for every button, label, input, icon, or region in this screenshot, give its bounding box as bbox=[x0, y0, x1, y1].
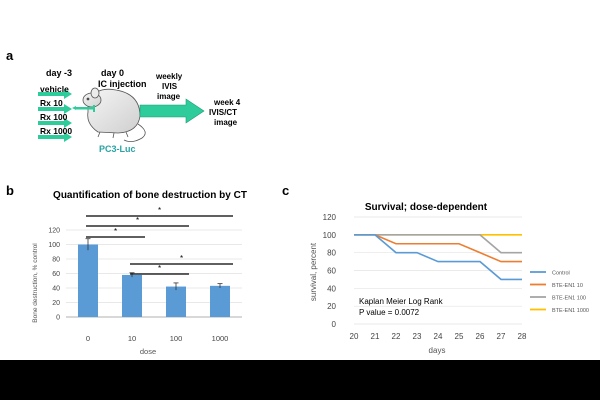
bar-chart-bars bbox=[78, 238, 230, 317]
bar-chart-y-label: Bone destruction, % control bbox=[32, 243, 39, 323]
line-chart-y-tick: 0 bbox=[332, 320, 337, 329]
bar-chart-y-tick: 0 bbox=[56, 315, 60, 322]
significance-star: * bbox=[180, 254, 183, 263]
week4-label-3: image bbox=[214, 118, 238, 127]
legend-label: BTE-EN1 1000 bbox=[552, 308, 589, 314]
panel-a-letter: a bbox=[6, 48, 14, 63]
week4-label-2: IVIS/CT bbox=[209, 108, 237, 117]
line-chart-x-tick: 26 bbox=[476, 332, 485, 341]
line-chart-x-tick: 22 bbox=[392, 332, 401, 341]
figure-canvas: a day -3 day 0 IC injection vehicle Rx 1… bbox=[6, 48, 589, 356]
series-line-control bbox=[354, 234, 522, 281]
line-chart-annotation-1: Kaplan Meier Log Rank bbox=[359, 297, 444, 306]
line-chart-x-tick: 25 bbox=[455, 332, 464, 341]
panel-c: c Survival; dose-dependent 0 20 40 60 80 100 1… bbox=[282, 183, 589, 355]
bar-chart-x-tick: 10 bbox=[128, 334, 136, 343]
line-chart-x-tick: 28 bbox=[518, 332, 527, 341]
bar-chart-y-tick: 40 bbox=[52, 286, 60, 293]
bar-chart-y-tick: 20 bbox=[52, 300, 60, 307]
bar-chart-y-tick: 120 bbox=[48, 228, 60, 235]
bar-chart-y-tick: 80 bbox=[52, 257, 60, 264]
group-arrow-vehicle bbox=[38, 89, 72, 99]
line-chart-x-label: days bbox=[429, 346, 446, 355]
panel-b-letter: b bbox=[6, 183, 14, 198]
bar-0 bbox=[78, 244, 98, 317]
group-arrow-rx1000 bbox=[38, 132, 72, 142]
line-chart-y-label: survival, percent bbox=[309, 242, 318, 301]
legend-label: BTE-EN1 10 bbox=[552, 283, 583, 289]
line-chart-x-tick: 20 bbox=[350, 332, 359, 341]
group-arrow-rx100 bbox=[38, 118, 72, 128]
line-chart-series bbox=[354, 234, 522, 281]
timeline-arrow bbox=[139, 98, 205, 124]
group-label-rx100: Rx 100 bbox=[40, 112, 68, 122]
bar-chart-x-tick: 1000 bbox=[212, 334, 229, 343]
line-chart-x-ticks: 20 21 22 23 24 25 26 27 28 bbox=[350, 332, 527, 341]
ic-injection-label: IC injection bbox=[98, 79, 147, 89]
week4-label-1: week 4 bbox=[213, 98, 241, 107]
significance-star: * bbox=[158, 206, 161, 215]
legend-label: Control bbox=[552, 271, 570, 277]
bar-chart-x-label: dose bbox=[140, 347, 156, 356]
bar-chart-y-tick: 60 bbox=[52, 271, 60, 278]
line-chart-x-tick: 21 bbox=[371, 332, 380, 341]
significance-star: * bbox=[136, 216, 139, 225]
panel-c-letter: c bbox=[282, 183, 289, 198]
weekly-label-3: image bbox=[157, 92, 181, 101]
group-label-vehicle: vehicle bbox=[40, 84, 69, 94]
series-line-bte-en1-10 bbox=[354, 234, 522, 263]
line-chart-y-tick: 40 bbox=[327, 284, 336, 293]
day-minus3-label: day -3 bbox=[46, 68, 72, 78]
panel-b: b Quantification of bone destruction by … bbox=[6, 183, 247, 356]
bar-100 bbox=[166, 286, 186, 317]
bar-chart-x-tick: 100 bbox=[170, 334, 183, 343]
significance-star: * bbox=[114, 227, 117, 236]
panel-a: a day -3 day 0 IC injection vehicle Rx 1… bbox=[6, 48, 241, 154]
line-chart-y-tick: 100 bbox=[323, 231, 337, 240]
syringe-icon bbox=[72, 105, 95, 112]
group-label-rx1000: Rx 1000 bbox=[40, 126, 72, 136]
line-chart-x-tick: 23 bbox=[413, 332, 422, 341]
mouse-illustration bbox=[82, 87, 146, 142]
series-line-bte-en1-100 bbox=[354, 234, 522, 254]
legend-label: BTE-EN1 100 bbox=[552, 296, 586, 302]
bar-10 bbox=[122, 274, 142, 317]
bar-chart-title: Quantification of bone destruction by CT bbox=[53, 190, 247, 201]
line-chart-y-tick: 20 bbox=[327, 302, 336, 311]
significance-star: * bbox=[158, 264, 161, 273]
day0-label: day 0 bbox=[101, 68, 124, 78]
line-chart-y-tick: 80 bbox=[327, 249, 336, 258]
weekly-label-2: IVIS bbox=[162, 82, 178, 91]
bar-chart-y-tick: 100 bbox=[48, 242, 60, 249]
group-arrow-rx10 bbox=[38, 104, 72, 114]
line-chart-y-tick: 60 bbox=[327, 267, 336, 276]
line-chart-title: Survival; dose-dependent bbox=[365, 202, 488, 213]
weekly-label-1: weekly bbox=[155, 72, 183, 81]
line-chart-y-tick: 120 bbox=[323, 213, 337, 222]
bar-1000 bbox=[210, 285, 230, 317]
cell-line-label: PC3-Luc bbox=[99, 144, 136, 154]
bar-chart-x-ticks: 0 10 100 1000 bbox=[86, 334, 228, 343]
line-chart-annotation-2: P value = 0.0072 bbox=[359, 308, 420, 317]
line-chart-y-ticks: 0 20 40 60 80 100 120 bbox=[323, 213, 337, 329]
line-chart-legend: Control BTE-EN1 10 BTE-EN1 100 BTE-EN1 1000 bbox=[530, 271, 589, 314]
bar-chart-significance: * * * * * bbox=[86, 206, 233, 275]
group-label-rx10: Rx 10 bbox=[40, 98, 63, 108]
line-chart-x-tick: 27 bbox=[497, 332, 506, 341]
line-chart-x-tick: 24 bbox=[434, 332, 443, 341]
figure-panel bbox=[0, 0, 600, 360]
bar-chart-y-ticks: 0 20 40 60 80 100 120 bbox=[48, 228, 60, 322]
bar-chart-x-tick: 0 bbox=[86, 334, 90, 343]
